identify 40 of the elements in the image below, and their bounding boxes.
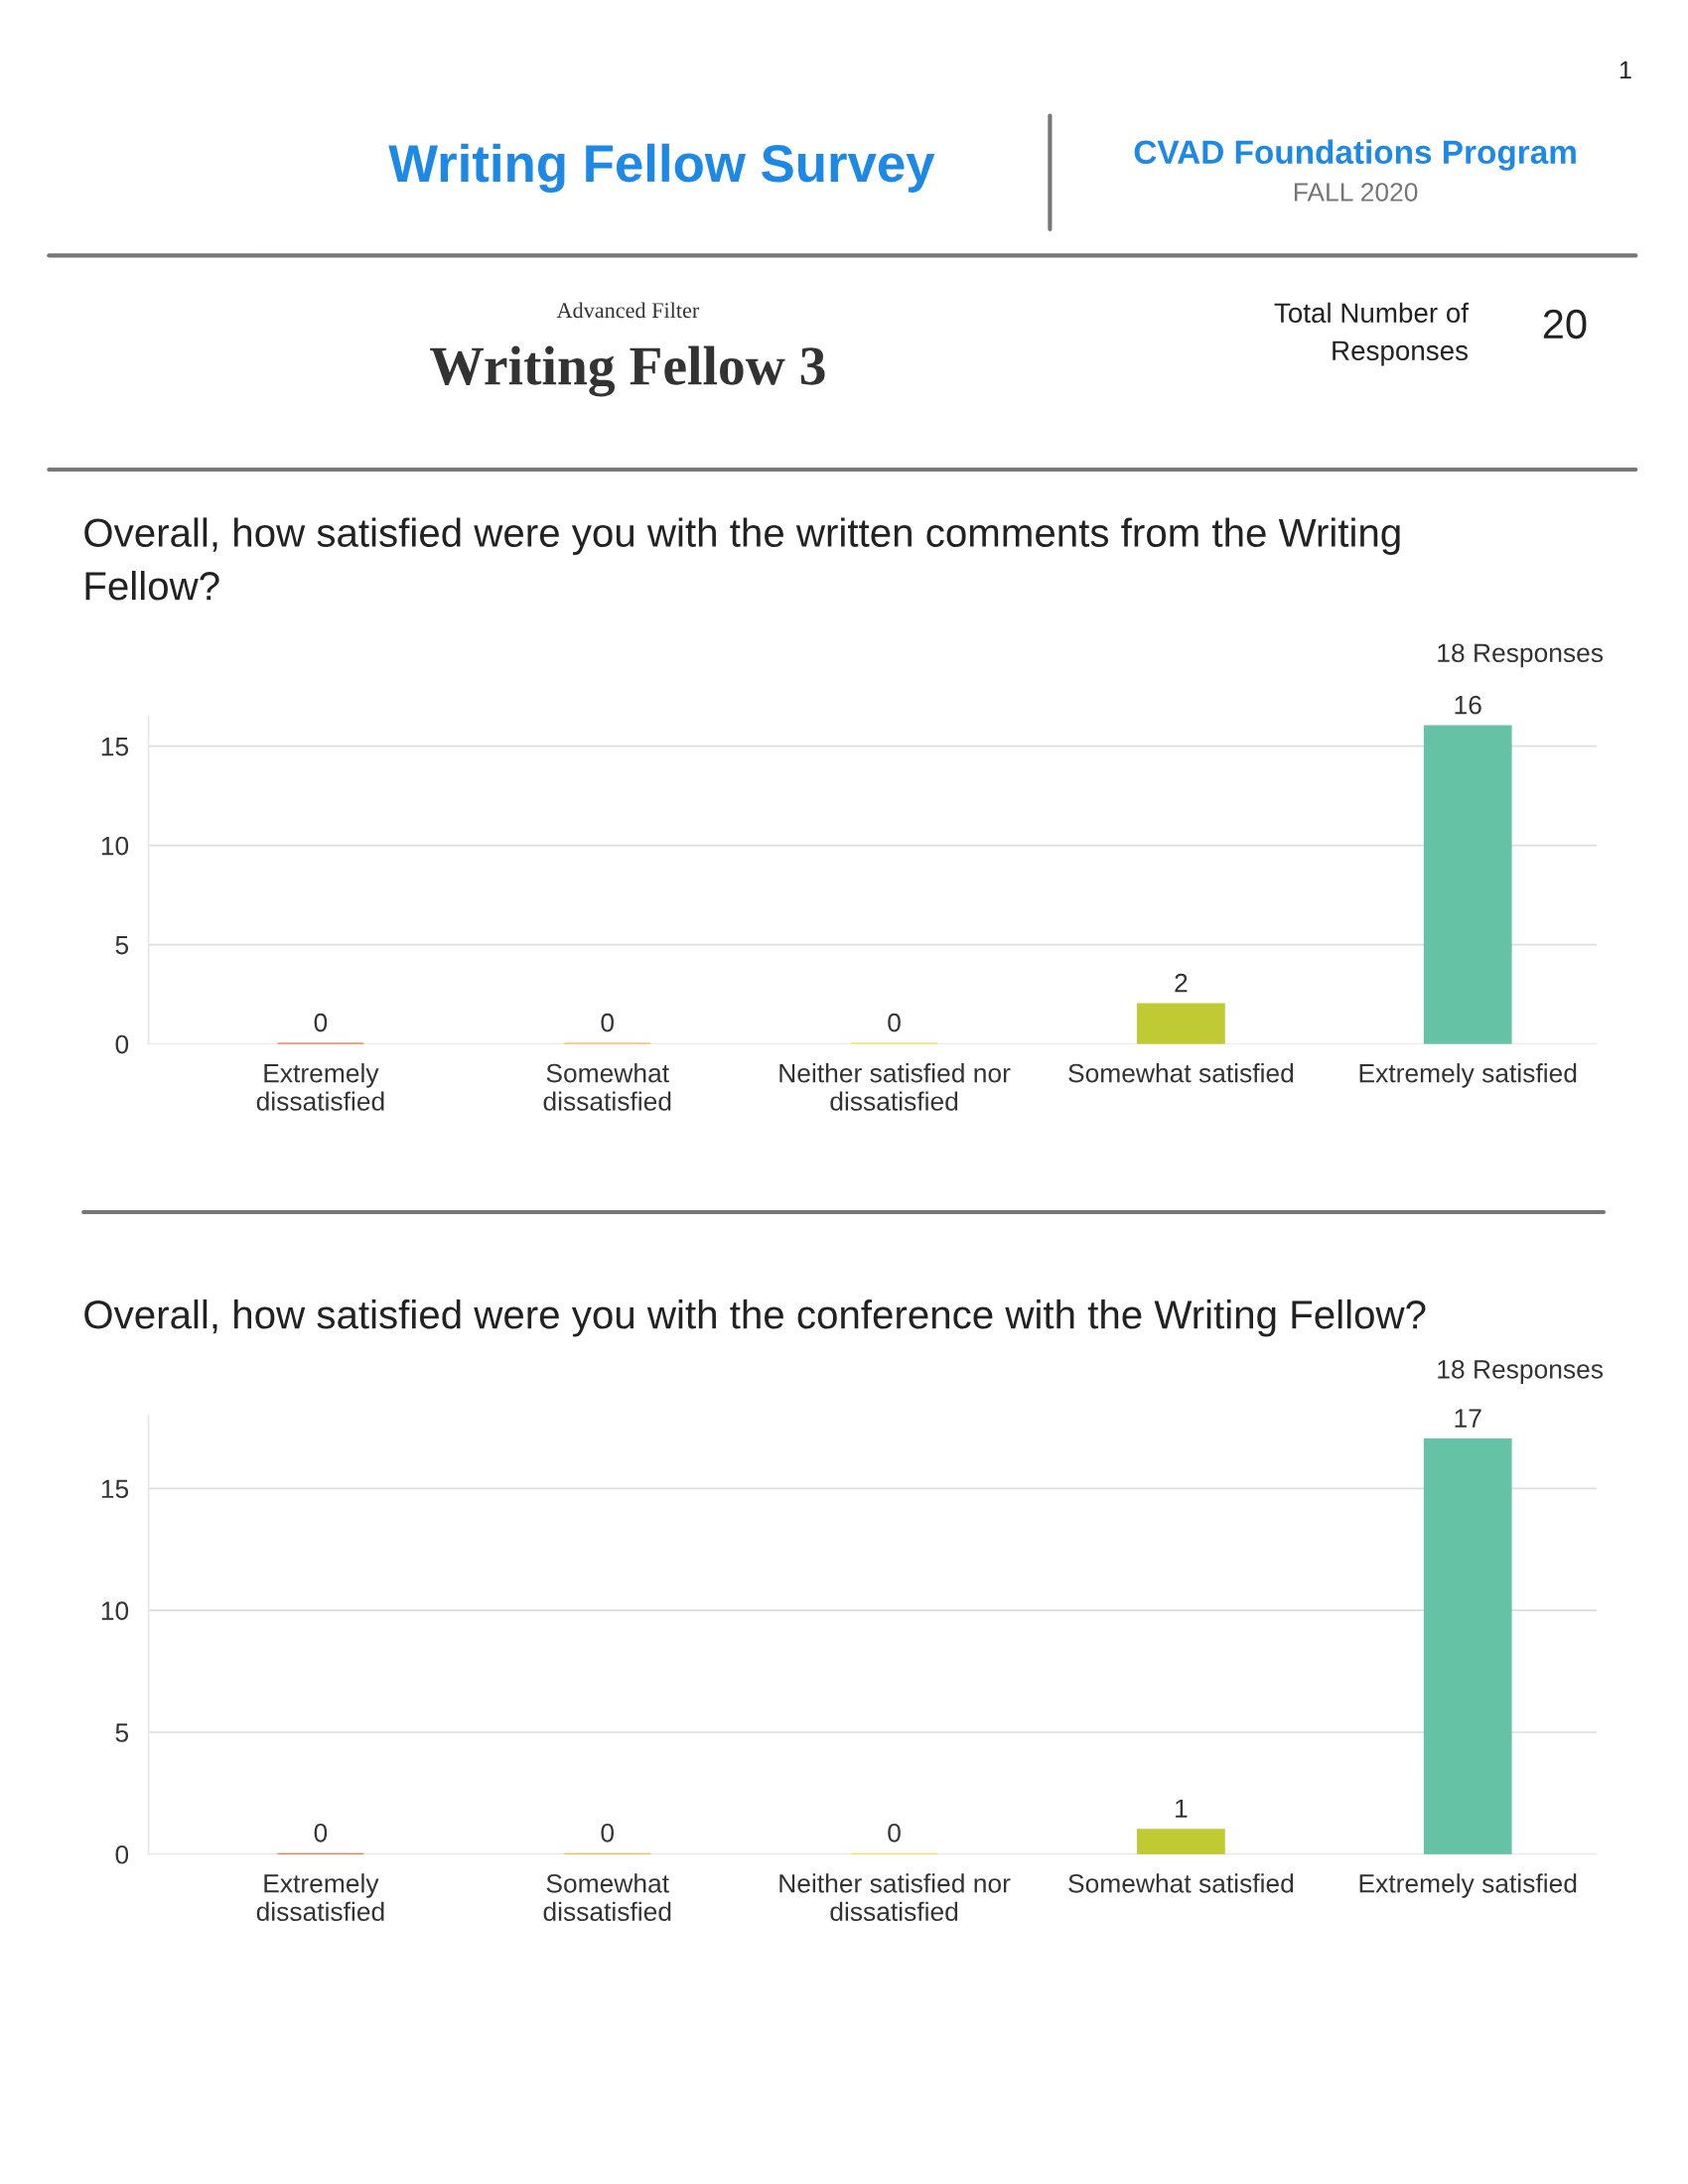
chart-title: Overall, how satisfied were you with the written comments from the Writing Fellow? <box>84 517 1400 601</box>
text: 18 Responses <box>1438 1360 1604 1384</box>
x-tick-label: Neither satisfied nor dissatisfied <box>779 1063 1011 1111</box>
x-tick-label: Somewhat satisfied <box>1068 1873 1294 1893</box>
data-label: 16 <box>1455 695 1481 715</box>
x-tick-label: Extremely dissatisfied <box>256 1873 384 1922</box>
text: FALL 2020 <box>1294 183 1418 202</box>
y-tick-label: 15 <box>101 1479 129 1499</box>
y-tick-label: 5 <box>115 1723 129 1742</box>
text: Writing Fellow Survey <box>388 143 935 194</box>
y-tick-label: 0 <box>115 1034 129 1054</box>
x-tick-label: Neither satisfied nor dissatisfied <box>779 1873 1011 1922</box>
x-tick-label: Extremely satisfied <box>1359 1063 1577 1088</box>
text: Total Number of Responses <box>1274 302 1470 366</box>
x-tick-label: Somewhat dissatisfied <box>543 1063 671 1111</box>
text: 18 Responses <box>1438 643 1604 668</box>
y-tick-label: 5 <box>115 936 129 955</box>
data-label: 2 <box>1175 973 1188 993</box>
data-label: 17 <box>1455 1409 1481 1428</box>
x-tick-label: Somewhat satisfied <box>1068 1063 1294 1083</box>
data-label: 0 <box>888 1823 901 1843</box>
y-tick-label: 15 <box>101 738 129 756</box>
text: Advanced Filter <box>556 302 700 319</box>
data-label: 1 <box>1176 1799 1188 1818</box>
data-label: 0 <box>314 1013 328 1032</box>
data-label: 0 <box>601 1823 615 1843</box>
data-label: 0 <box>888 1013 901 1032</box>
text: Writing Fellow 3 <box>430 345 825 397</box>
chart-title: Overall, how satisfied were you with the conference with the Writing Fellow? <box>84 1299 1426 1337</box>
data-label: 0 <box>314 1823 328 1843</box>
y-tick-label: 0 <box>115 1844 129 1864</box>
text: 1 <box>1619 61 1631 79</box>
data-label: 0 <box>601 1013 615 1032</box>
text: 20 <box>1543 309 1587 340</box>
y-tick-label: 10 <box>101 836 129 856</box>
x-tick-label: Extremely dissatisfied <box>256 1063 384 1111</box>
y-tick-label: 10 <box>101 1601 129 1620</box>
text: CVAD Foundations Program <box>1134 139 1576 171</box>
x-tick-label: Somewhat dissatisfied <box>543 1873 671 1922</box>
x-tick-label: Extremely satisfied <box>1359 1873 1577 1898</box>
